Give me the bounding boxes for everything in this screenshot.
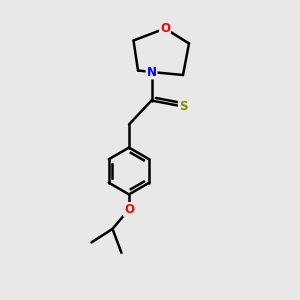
Text: S: S [179, 100, 187, 113]
Text: O: O [160, 22, 170, 35]
Text: N: N [146, 65, 157, 79]
Text: O: O [124, 203, 134, 216]
